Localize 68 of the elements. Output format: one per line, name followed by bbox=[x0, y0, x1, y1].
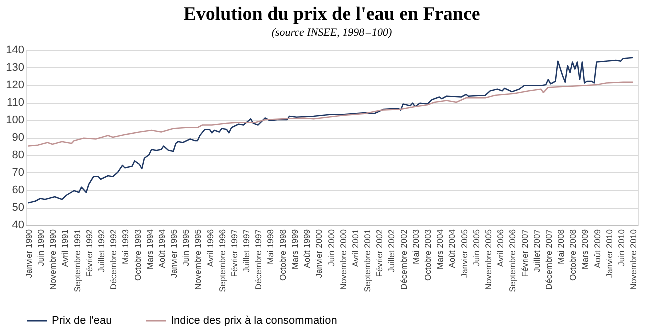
x-tick-label: Mars 1999 bbox=[290, 229, 300, 270]
x-tick-label: Novembre 2005 bbox=[484, 229, 494, 290]
y-tick-label: 80 bbox=[12, 150, 24, 162]
y-tick-label: 130 bbox=[6, 62, 24, 74]
x-tick-label: Janvier 2010 bbox=[604, 229, 614, 278]
chart-title: Evolution du prix de l'eau en France bbox=[184, 4, 480, 25]
y-tick-label: 140 bbox=[6, 44, 24, 56]
x-tick-label: Avril 2006 bbox=[496, 229, 506, 268]
x-tick-label: Mai 2008 bbox=[556, 229, 566, 264]
x-tick-label: Avril 1996 bbox=[205, 229, 216, 268]
chart-subtitle: (source INSEE, 1998=100) bbox=[272, 27, 393, 39]
x-tick-label: Décembre 2002 bbox=[398, 229, 409, 290]
x-tick-label: Janvier 1995 bbox=[169, 229, 180, 278]
y-tick-label: 110 bbox=[6, 97, 24, 109]
x-tick-label: Décembre 2007 bbox=[544, 229, 554, 290]
x-tick-label: Juillet 2002 bbox=[386, 229, 397, 273]
x-tick-label: Août 1999 bbox=[302, 229, 312, 268]
x-tick-label: Janvier 2000 bbox=[314, 229, 324, 278]
x-tick-label: Septembre 1996 bbox=[217, 229, 228, 292]
x-tick-label: Avril 1991 bbox=[60, 229, 70, 268]
x-tick-label: Mars 2009 bbox=[580, 229, 590, 270]
x-tick-label: Juin 2000 bbox=[326, 229, 336, 266]
x-tick-label: Août 1994 bbox=[156, 229, 167, 268]
x-tick-label: Février 2007 bbox=[520, 229, 530, 278]
x-tick-label: Mai 1998 bbox=[266, 229, 276, 264]
x-tick-label: Février 1992 bbox=[84, 229, 94, 278]
x-tick-label: Novembre 2010 bbox=[628, 229, 639, 290]
x-tick-label: Août 2009 bbox=[592, 229, 602, 268]
x-tick-label: Juin 2010 bbox=[616, 229, 626, 266]
x-tick-label: Septembre 2006 bbox=[508, 229, 518, 292]
x-tick-label: Février 1997 bbox=[230, 229, 240, 278]
x-tick-label: Février 2002 bbox=[374, 229, 385, 278]
x-tick-label: Janvier 2005 bbox=[459, 229, 470, 278]
line-series bbox=[28, 82, 634, 147]
x-tick-label: Janvier 1990 bbox=[24, 229, 34, 278]
x-tick-label: Octobre 2008 bbox=[568, 229, 578, 282]
x-tick-label: Septembre 2001 bbox=[362, 229, 373, 292]
x-tick-label: Octobre 1993 bbox=[132, 229, 143, 282]
y-tick-label: 120 bbox=[6, 80, 24, 92]
x-tick-label: Octobre 2003 bbox=[422, 229, 433, 282]
x-tick-label: Juillet 1992 bbox=[96, 229, 106, 273]
y-tick-label: 50 bbox=[12, 202, 24, 214]
x-tick-label: Juillet 2007 bbox=[532, 229, 542, 273]
line-series bbox=[28, 57, 634, 204]
x-tick-label: Juin 1990 bbox=[36, 229, 46, 266]
x-tick-label: Mars 2004 bbox=[435, 229, 446, 270]
x-tick-label: Juin 2005 bbox=[471, 229, 482, 266]
y-tick-label: 40 bbox=[12, 220, 24, 232]
x-tick-label: Août 2004 bbox=[447, 229, 458, 268]
x-tick-label: Mars 1994 bbox=[144, 229, 155, 270]
x-tick-label: Avril 2001 bbox=[350, 229, 360, 268]
y-tick-label: 100 bbox=[6, 114, 24, 126]
x-tick-label: Novembre 1995 bbox=[193, 229, 204, 290]
x-tick-label: Septembre 1991 bbox=[72, 229, 82, 292]
y-tick-label: 90 bbox=[12, 132, 24, 144]
legend-label: Prix de l'eau bbox=[52, 315, 112, 327]
x-tick-label: Juillet 1997 bbox=[242, 229, 252, 273]
x-tick-label: Mai 1993 bbox=[120, 229, 131, 264]
y-tick-label: 60 bbox=[12, 184, 24, 196]
legend-label: Indice des prix à la consommation bbox=[171, 315, 338, 327]
y-tick-label: 70 bbox=[12, 167, 24, 179]
x-tick-label: Décembre 1997 bbox=[254, 229, 264, 290]
x-tick-label: Juin 1995 bbox=[181, 229, 192, 266]
x-tick-label: Novembre 1990 bbox=[48, 229, 58, 290]
x-tick-label: Octobre 1998 bbox=[278, 229, 288, 282]
x-tick-label: Mai 2003 bbox=[410, 229, 421, 264]
x-tick-label: Décembre 1992 bbox=[108, 229, 119, 290]
x-tick-label: Novembre 2000 bbox=[338, 229, 348, 290]
